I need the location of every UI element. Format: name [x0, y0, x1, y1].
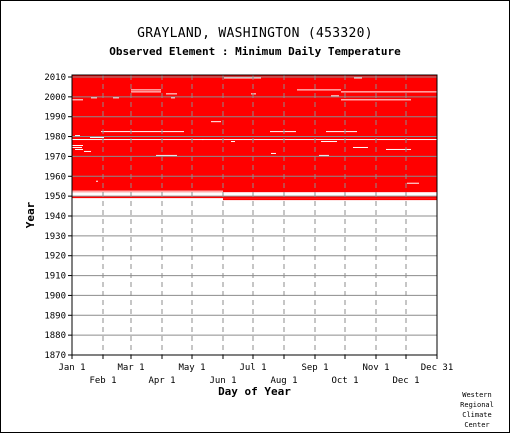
missing-data-gap — [75, 135, 80, 137]
y-tick-label: 1870 — [44, 351, 66, 361]
x-tick-label: Apr 1 — [148, 376, 175, 386]
credit-line: Western — [462, 391, 492, 399]
missing-data-gap — [319, 154, 329, 156]
missing-data-gap — [224, 77, 261, 79]
y-tick-label: 1960 — [44, 172, 66, 182]
x-tick-label: Dec 1 — [392, 376, 419, 386]
missing-data-gap — [101, 131, 184, 133]
x-tick-label: Feb 1 — [89, 376, 116, 386]
x-tick-label: Jan 1 — [58, 363, 85, 373]
missing-data-gap — [353, 146, 368, 148]
x-tick-label: Oct 1 — [331, 376, 358, 386]
y-tick-label: 1900 — [44, 291, 66, 301]
x-tick-label: Jul 1 — [239, 363, 266, 373]
x-axis-title: Day of Year — [218, 385, 291, 398]
x-tick-label: Mar 1 — [117, 363, 144, 373]
missing-data-gap — [131, 89, 161, 91]
y-tick-label: 1880 — [44, 331, 66, 341]
credit-line: Climate — [462, 411, 492, 419]
credit-line: Center — [464, 421, 490, 429]
missing-data-gap — [131, 91, 161, 93]
observed-period-bar — [223, 198, 437, 201]
x-tick-label: Nov 1 — [362, 363, 389, 373]
credit-line: Regional — [460, 401, 494, 409]
missing-data-gap — [166, 93, 177, 95]
y-tick-label: 1930 — [44, 232, 66, 242]
missing-data-gap — [297, 89, 341, 91]
missing-data-gap — [72, 194, 437, 196]
chart-title: GRAYLAND, WASHINGTON (453320) — [137, 26, 373, 41]
missing-data-gap — [341, 99, 411, 101]
x-tick-label: Sep 1 — [301, 363, 328, 373]
missing-data-gap — [202, 139, 204, 141]
y-tick-label: 1950 — [44, 192, 66, 202]
chart-subtitle: Observed Element : Minimum Daily Tempera… — [109, 45, 401, 58]
missing-data-gap — [91, 97, 97, 99]
missing-data-gap — [171, 97, 175, 99]
y-tick-label: 1940 — [44, 212, 66, 222]
missing-data-gap — [96, 180, 98, 182]
missing-data-gap — [341, 91, 437, 93]
missing-data-gap — [156, 154, 177, 156]
missing-data-gap — [84, 150, 91, 152]
missing-data-gap — [72, 145, 83, 146]
missing-data-gap — [271, 152, 276, 154]
x-tick-label: May 1 — [178, 363, 205, 373]
missing-data-gap — [72, 190, 223, 192]
y-tick-label: 1910 — [44, 272, 66, 282]
y-tick-label: 1990 — [44, 113, 66, 123]
plot-frame — [71, 74, 438, 356]
y-tick-label: 2000 — [44, 93, 66, 103]
missing-data-gap — [407, 182, 419, 184]
observed-period-bar — [72, 75, 437, 193]
data-layer — [72, 75, 437, 201]
missing-data-gap — [113, 97, 119, 99]
missing-data-gap — [326, 131, 357, 133]
y-axis-title: Year — [24, 201, 37, 228]
missing-data-gap — [72, 192, 437, 194]
missing-data-gap — [231, 141, 235, 143]
missing-data-gap — [354, 77, 362, 79]
missing-data-gap — [386, 148, 411, 150]
grid-layer — [72, 75, 437, 355]
y-tick-label: 1970 — [44, 152, 66, 162]
missing-data-gap — [72, 139, 437, 141]
x-tick-label: Jun 1 — [209, 376, 236, 386]
missing-data-gap — [72, 99, 83, 101]
tick-layer: 1870 1880 1890 1900 1910 1920 1930 1940 1950 1960… — [44, 73, 453, 386]
missing-data-gap — [270, 131, 296, 133]
missing-data-gap — [72, 146, 82, 148]
y-tick-label: 1890 — [44, 311, 66, 321]
observed-period-bar — [72, 196, 437, 199]
y-tick-label: 2010 — [44, 73, 66, 83]
missing-data-gap — [331, 95, 339, 97]
y-tick-label: 1920 — [44, 252, 66, 262]
x-tick-label: Dec 31 — [421, 363, 454, 373]
x-tick-label: Aug 1 — [270, 376, 297, 386]
missing-data-gap — [90, 137, 104, 139]
credit-block: Western Regional Climate Center — [449, 390, 505, 430]
missing-data-gap — [321, 141, 337, 143]
missing-data-gap — [75, 148, 83, 150]
y-tick-label: 1980 — [44, 133, 66, 143]
missing-data-gap — [211, 121, 221, 123]
